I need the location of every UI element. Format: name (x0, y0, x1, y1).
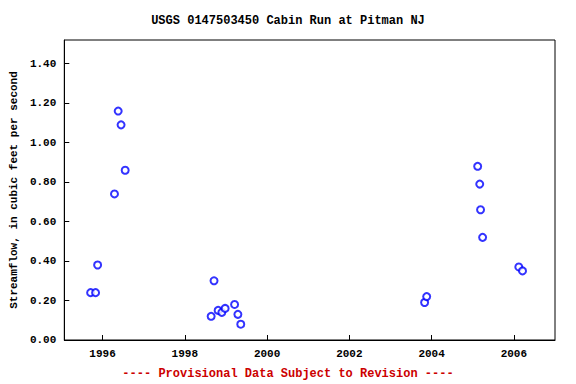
svg-text:0.80: 0.80 (30, 176, 56, 188)
svg-text:1.00: 1.00 (30, 137, 56, 149)
svg-text:Streamflow, in cubic feet per: Streamflow, in cubic feet per second (8, 71, 20, 309)
svg-text:USGS 0147503450 Cabin Run at P: USGS 0147503450 Cabin Run at Pitman NJ (151, 14, 425, 28)
svg-text:---- Provisional Data Subject: ---- Provisional Data Subject to Revisio… (122, 367, 453, 381)
svg-text:0.40: 0.40 (30, 255, 56, 267)
svg-text:2002: 2002 (336, 348, 362, 360)
svg-text:1996: 1996 (89, 348, 115, 360)
svg-text:1.40: 1.40 (30, 58, 56, 70)
svg-text:2004: 2004 (418, 348, 445, 360)
svg-text:0.00: 0.00 (30, 334, 56, 346)
svg-text:0.20: 0.20 (30, 295, 56, 307)
svg-text:1.20: 1.20 (30, 97, 56, 109)
svg-text:2000: 2000 (254, 348, 280, 360)
svg-text:0.60: 0.60 (30, 216, 56, 228)
svg-text:2006: 2006 (501, 348, 527, 360)
svg-text:1998: 1998 (172, 348, 199, 360)
